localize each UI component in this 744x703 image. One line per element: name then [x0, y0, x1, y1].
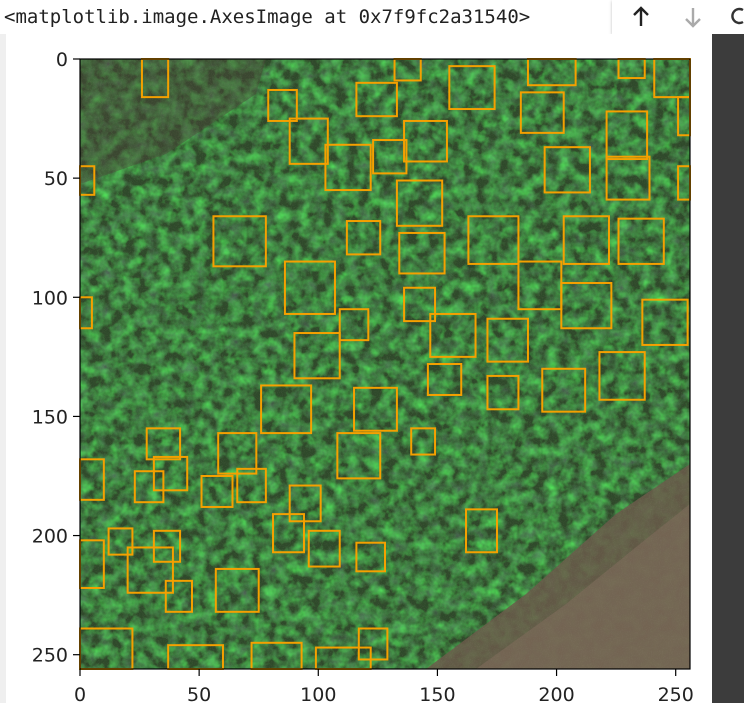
link-button[interactable]: [720, 0, 744, 34]
detection-box: [398, 231, 446, 275]
detection-box: [562, 215, 610, 265]
y-tick-label: 250: [32, 645, 68, 667]
detection-box: [486, 374, 520, 411]
y-axis: 0 50 100 150 200 250: [32, 49, 80, 667]
detection-box: [288, 484, 322, 523]
detection-box: [236, 467, 267, 504]
detection-box: [426, 363, 463, 396]
detection-box: [293, 332, 341, 380]
cell-toolbar: [612, 0, 744, 34]
detection-box: [355, 541, 386, 573]
detection-box: [372, 139, 408, 175]
axes-frame: [79, 58, 691, 670]
arrow-up-icon: [633, 6, 649, 26]
detection-box: [605, 110, 649, 161]
detection-box: [126, 546, 174, 594]
output-repr-text: <matplotlib.image.AxesImage at 0x7f9fc2a…: [4, 6, 531, 28]
detection-box: [260, 384, 313, 435]
detection-box: [214, 567, 260, 613]
detection-box: [152, 529, 182, 563]
detection-box: [324, 143, 372, 192]
detection-box: [107, 527, 134, 556]
x-tick-label: 100: [300, 684, 336, 703]
x-tick-label: 250: [658, 684, 694, 703]
detection-box: [336, 432, 382, 480]
detection-box: [200, 474, 234, 508]
detection-box: [429, 312, 477, 358]
detection-box: [519, 91, 565, 134]
cell-gutter: [0, 34, 6, 703]
detection-box: [145, 427, 182, 461]
image-plot-output: 0 50 100 150 200 250 0 50 100 150 200 250: [6, 34, 712, 703]
x-axis: 0 50 100 150 200 250: [74, 669, 694, 703]
y-tick-label: 0: [56, 49, 68, 71]
detection-box: [288, 117, 329, 165]
detection-box: [467, 215, 520, 265]
link-icon: [731, 7, 744, 25]
detection-box: [465, 508, 498, 554]
move-down-button[interactable]: [674, 0, 710, 34]
editor-scroll-strip: [712, 34, 744, 703]
detection-box: [283, 260, 336, 315]
detection-box: [641, 298, 689, 346]
y-tick-label: 50: [44, 168, 68, 190]
detection-boxes: [79, 58, 691, 670]
x-tick-label: 200: [538, 684, 574, 703]
detection-box: [353, 386, 398, 432]
x-tick-label: 0: [74, 684, 86, 703]
detection-box: [272, 513, 305, 554]
detection-box: [543, 146, 591, 194]
detection-box: [307, 529, 341, 568]
output-header: <matplotlib.image.AxesImage at 0x7f9fc2a…: [0, 0, 744, 34]
detection-box: [133, 470, 165, 504]
detection-box: [164, 579, 193, 613]
detection-box: [617, 217, 665, 265]
detection-box: [212, 215, 267, 268]
detection-box: [403, 119, 448, 163]
arrow-down-icon: [685, 8, 701, 28]
move-up-button[interactable]: [622, 0, 658, 34]
detection-box: [403, 286, 437, 323]
x-tick-label: 50: [187, 684, 211, 703]
detection-box: [605, 155, 651, 201]
detection-box: [355, 81, 398, 118]
detection-box: [395, 179, 444, 227]
detection-box: [541, 367, 587, 413]
detection-box: [267, 88, 298, 122]
x-tick-label: 150: [419, 684, 455, 703]
image-plot: 0 50 100 150 200 250 0 50 100 150 200 250: [32, 49, 694, 703]
detection-box: [560, 281, 613, 330]
y-tick-label: 150: [32, 406, 68, 428]
detection-box: [448, 65, 496, 111]
detection-box: [598, 351, 646, 401]
detection-box: [357, 627, 389, 661]
detection-box: [345, 220, 382, 256]
y-tick-label: 100: [32, 287, 68, 309]
detection-box: [152, 455, 189, 492]
detection-box: [338, 308, 370, 342]
y-tick-label: 200: [32, 526, 68, 548]
detection-box: [486, 317, 529, 363]
detection-box: [410, 427, 437, 456]
